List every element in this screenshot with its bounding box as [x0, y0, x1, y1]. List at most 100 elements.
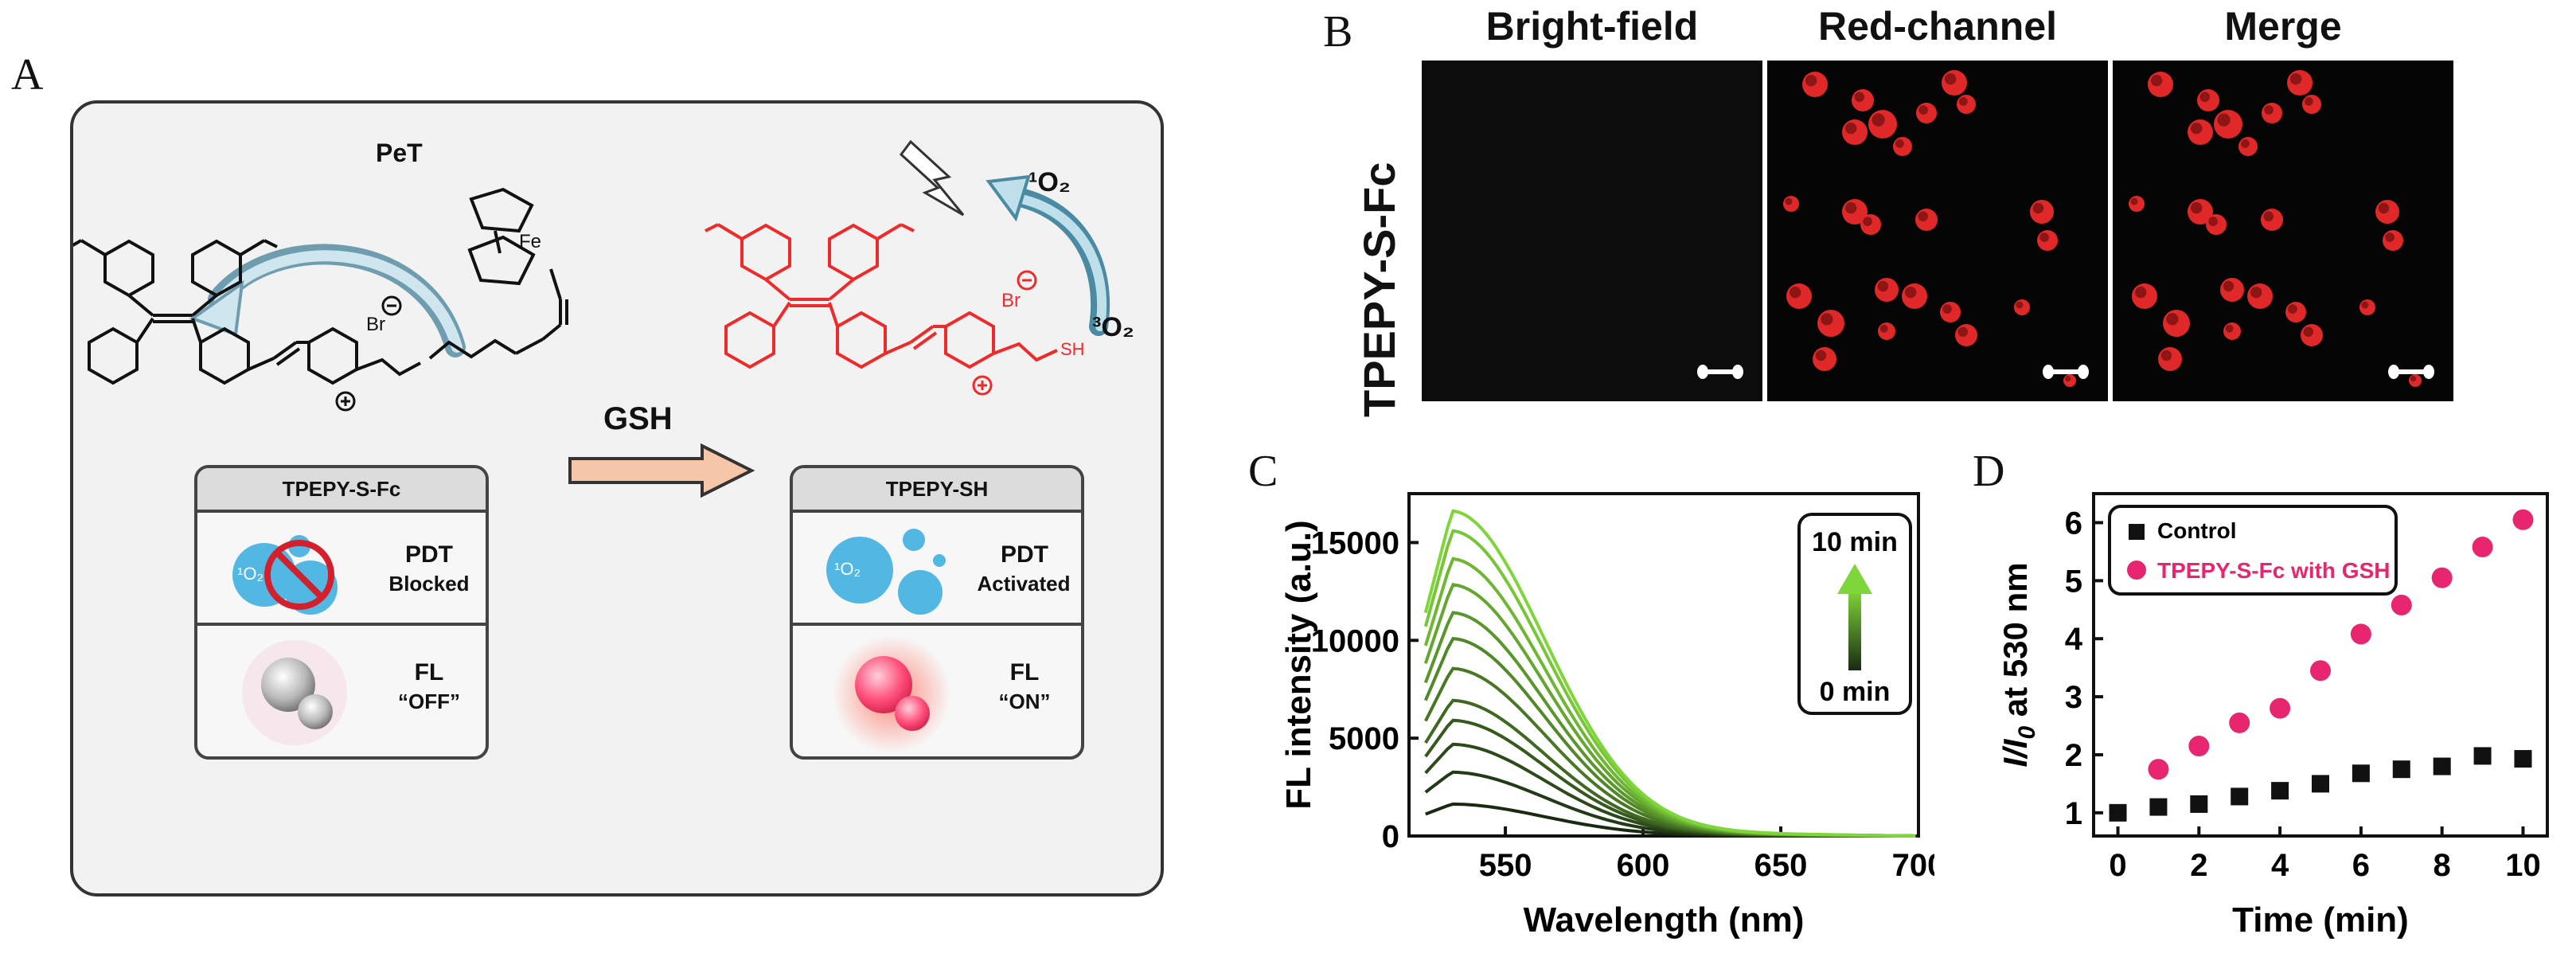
fl-off-icon — [242, 640, 347, 745]
y-axis-label: I/I0 at 530 nm — [1996, 562, 2040, 767]
fluorescence-spectra-chart: 550 600 650 700 0 5000 10000 15000 Wavelength (n… — [1279, 492, 1934, 940]
plot-frame — [1407, 492, 1920, 838]
pdt-state: Activated — [977, 572, 1071, 596]
data-point-gsh — [2310, 660, 2331, 682]
x-tick-label: 6 — [2352, 848, 2370, 883]
data-point-control — [2312, 775, 2329, 793]
panel-label-d: D — [1973, 447, 2005, 496]
scale-bar — [1697, 365, 1743, 379]
legend-label-gsh: TPEPY-S-Fc with GSH — [2157, 558, 2390, 583]
y-tick-label: 10000 — [1311, 623, 1399, 658]
y-tick-label: 5 — [2065, 564, 2082, 599]
bright-field-image — [1422, 61, 1762, 401]
pdt-label: PDT — [405, 541, 453, 568]
legend-arrow-shaft — [1848, 591, 1861, 670]
blocked-bubbles-icon — [232, 535, 338, 615]
data-point-gsh — [2188, 736, 2210, 757]
y-tick-label: 6 — [2065, 506, 2082, 541]
fl-state: “ON” — [998, 689, 1051, 713]
status-card-blocked: TPEPY-S-Fc ¹O₂ PDT Blocked FL “OFF” — [194, 465, 489, 760]
card-title: TPEPY-S-Fc — [197, 468, 486, 513]
gsh-label: GSH — [603, 401, 673, 436]
time-legend: 10 min 0 min — [1797, 513, 1912, 715]
column-title-red-channel: Red-channel — [1817, 4, 2058, 49]
x-axis-label: Wavelength (nm) — [1524, 900, 1805, 940]
scheme-panel: PeT — [70, 100, 1164, 897]
data-point-control — [2473, 747, 2492, 765]
merge-image — [2113, 61, 2453, 401]
legend-bottom-label: 0 min — [1820, 677, 1891, 707]
data-point-control — [2190, 795, 2208, 813]
legend-marker-gsh — [2127, 561, 2146, 580]
scale-bar — [2388, 365, 2434, 379]
status-card-activated: TPEPY-SH ¹O₂ PDT Activated FL “ON” — [790, 465, 1084, 760]
x-tick-label: 650 — [1754, 848, 1808, 883]
fl-state: “OFF” — [398, 689, 460, 713]
column-title-merge: Merge — [2224, 4, 2342, 49]
reaction-arrow-icon — [568, 443, 755, 498]
probe-structure-icon — [73, 187, 568, 412]
scatter-legend: Control TPEPY-S-Fc with GSH — [2108, 505, 2398, 596]
cells-merge-icon — [2129, 70, 2422, 387]
microscopy-row-label: TPEPY-S-Fc — [1354, 162, 1404, 417]
data-point-control — [2514, 750, 2532, 768]
plot-frame — [2092, 492, 2549, 838]
spectrum-line — [1423, 509, 1916, 838]
product-structure-icon — [704, 223, 1058, 396]
data-point-gsh — [2148, 759, 2169, 780]
column-title-bright-field: Bright-field — [1485, 4, 1699, 49]
data-point-gsh — [2472, 537, 2493, 558]
legend-top-label: 10 min — [1812, 527, 1898, 557]
fl-label: FL — [414, 659, 444, 686]
y-tick-label: 15000 — [1311, 525, 1399, 561]
y-tick-label: 4 — [2065, 622, 2083, 657]
data-point-gsh — [2512, 509, 2534, 530]
light-cycle-icon — [899, 139, 1110, 336]
y-tick-label: 2 — [2065, 738, 2082, 773]
fl-on-icon — [833, 635, 950, 753]
x-axis-label: Time (min) — [2232, 900, 2409, 940]
bubble-label: ¹O₂ — [237, 564, 263, 584]
y-axis-label-suffix: at 530 nm — [1996, 562, 2034, 725]
panel-label-b: B — [1323, 7, 1353, 57]
product-br-label: Br — [1001, 290, 1021, 311]
y-tick-label: 5000 — [1329, 721, 1399, 756]
x-tick-label: 2 — [2190, 848, 2207, 883]
legend-marker-control — [2129, 524, 2145, 540]
data-point-control — [2109, 803, 2127, 822]
pet-arrow-icon — [189, 244, 466, 357]
panel-label-c: C — [1248, 447, 1278, 496]
thiol-label: SH — [1060, 339, 1085, 359]
y-axis-label-main: I/I — [1996, 738, 2034, 767]
data-point-control — [2392, 760, 2410, 779]
x-tick-label: 600 — [1617, 848, 1670, 883]
arrow-up-icon — [1837, 564, 1872, 594]
data-point-control — [2271, 782, 2289, 800]
panel-label-a: A — [11, 50, 44, 100]
y-axis-label: FL intensity (a.u.) — [1279, 520, 1318, 809]
singlet-oxygen-label: ¹O₂ — [1028, 167, 1071, 197]
red-channel-image — [1767, 61, 2108, 401]
fe-label: Fe — [519, 231, 542, 252]
pdt-label: PDT — [1001, 541, 1048, 568]
y-axis-label-sub: 0 — [2014, 726, 2040, 740]
scale-bar — [2043, 365, 2089, 379]
data-point-gsh — [2431, 567, 2453, 588]
data-point-gsh — [2270, 697, 2291, 719]
cells-red-icon — [1783, 70, 2076, 387]
data-point-gsh — [2350, 623, 2371, 645]
active-bubbles-icon — [826, 529, 946, 615]
y-tick-label: 1 — [2065, 796, 2082, 831]
fl-label: FL — [1009, 659, 1040, 686]
data-point-control — [2231, 787, 2249, 806]
data-point-control — [2433, 757, 2451, 775]
x-tick-label: 0 — [2109, 848, 2126, 883]
br-label: Br — [366, 314, 385, 335]
y-tick-label: 0 — [1382, 819, 1399, 854]
pdt-state: Blocked — [388, 572, 470, 596]
data-point-gsh — [2229, 712, 2250, 733]
data-point-gsh — [2391, 594, 2412, 615]
x-tick-label: 10 — [2505, 848, 2541, 883]
triplet-oxygen-label: ³O₂ — [1092, 312, 1134, 342]
